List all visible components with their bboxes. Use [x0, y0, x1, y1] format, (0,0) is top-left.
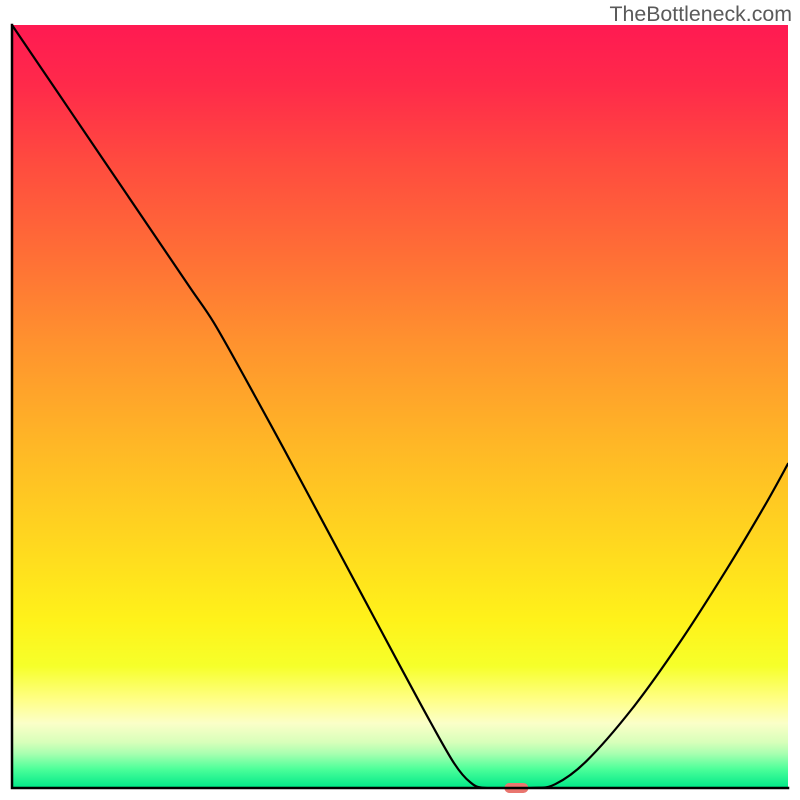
chart-svg [0, 0, 800, 800]
bottleneck-chart: TheBottleneck.com [0, 0, 800, 800]
gradient-background [12, 25, 788, 788]
